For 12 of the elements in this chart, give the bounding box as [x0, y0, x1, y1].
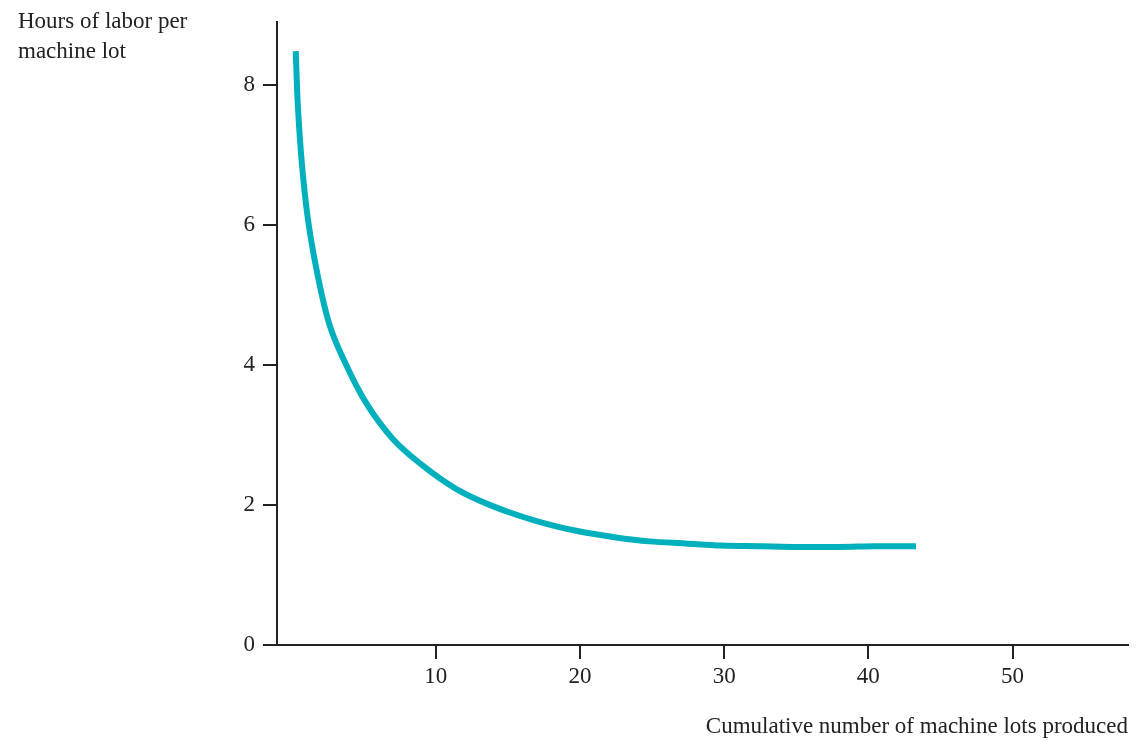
y-tick-label: 6: [243, 210, 255, 236]
y-axis-title: Hours of labor per machine lot: [18, 7, 189, 65]
y-tick-label: 2: [243, 491, 255, 516]
x-tick-label: 30: [712, 662, 736, 688]
y-tick-label: 8: [243, 70, 255, 96]
x-tick-label: 40: [856, 662, 880, 688]
x-axis-title: Cumulative number of machine lots produced: [705, 713, 1128, 739]
x-tick-label: 20: [568, 662, 592, 688]
y-tick-label: 0: [243, 631, 255, 657]
x-tick-label: 10: [424, 662, 448, 688]
x-tick-label: 50: [1001, 662, 1025, 688]
y-tick-label: 4: [243, 350, 256, 376]
